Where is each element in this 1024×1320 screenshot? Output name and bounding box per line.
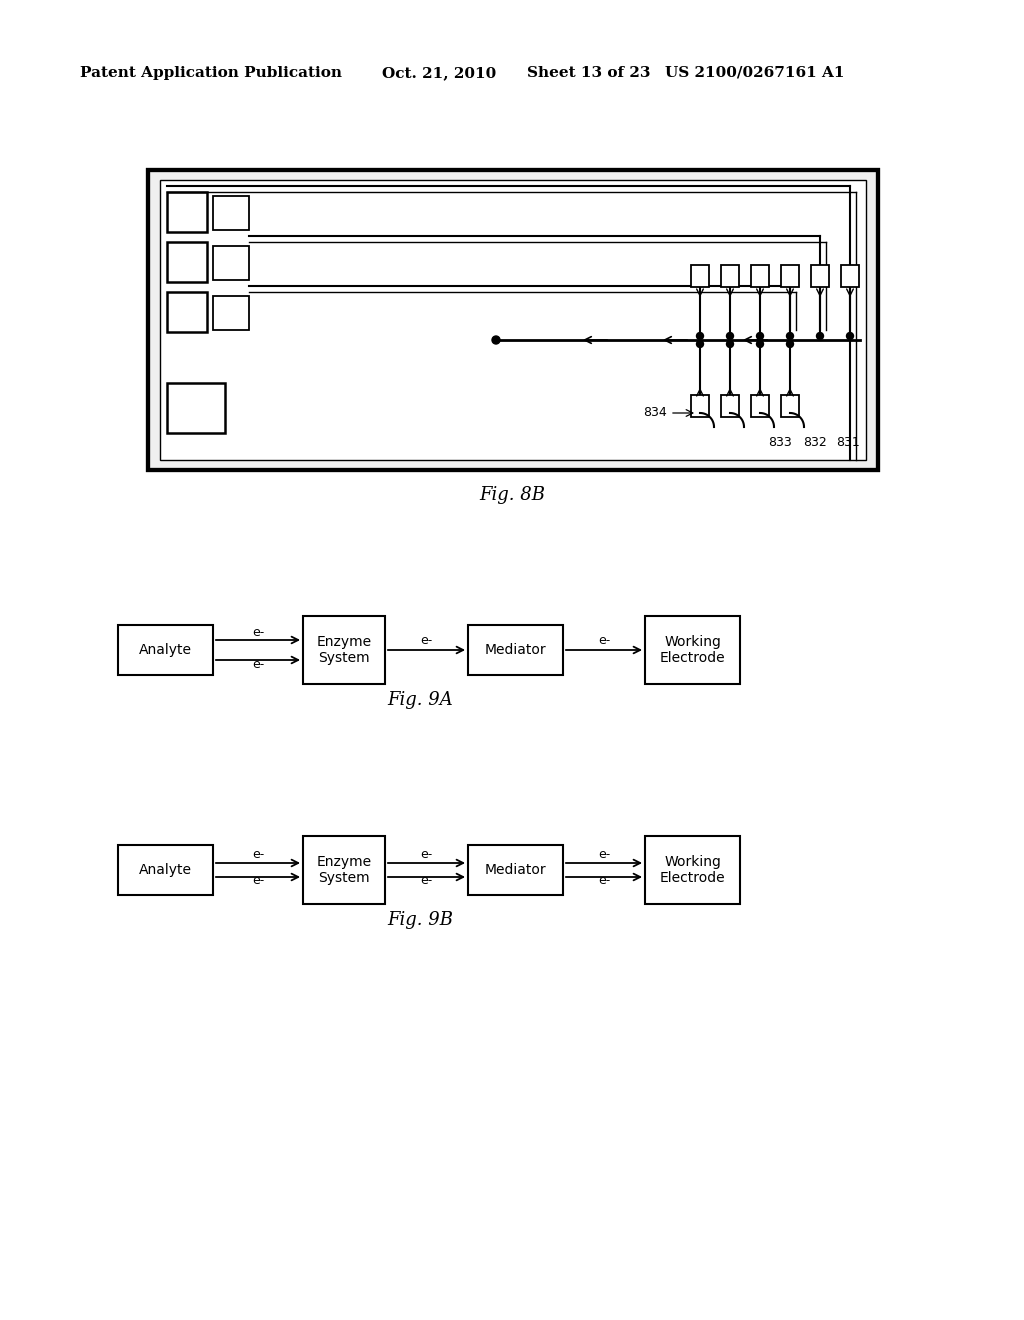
Text: Fig. 8B: Fig. 8B [479,486,545,504]
Bar [841,265,859,286]
Text: Enzyme
System: Enzyme System [316,635,372,665]
Bar [811,265,829,286]
Bar [160,180,866,459]
Text: Patent Application Publication: Patent Application Publication [80,66,342,81]
Bar [213,296,249,330]
Text: e-: e- [421,874,432,887]
Text: Fig. 9B: Fig. 9B [387,911,453,929]
Text: Mediator: Mediator [484,863,547,876]
Text: Enzyme
System: Enzyme System [316,855,372,886]
Text: Sheet 13 of 23: Sheet 13 of 23 [527,66,650,81]
Circle shape [816,333,823,339]
Circle shape [757,333,764,339]
Bar [148,170,878,470]
Bar [721,265,739,286]
Text: Working
Electrode: Working Electrode [659,855,725,886]
Text: e-: e- [598,874,610,887]
Text: e-: e- [598,634,610,647]
Bar [645,616,740,684]
Bar [468,624,563,675]
Circle shape [492,337,500,345]
Bar [213,195,249,230]
Bar [721,395,739,417]
Bar [148,170,878,470]
Bar [781,265,799,286]
Text: 831: 831 [837,436,860,449]
Text: e-: e- [252,626,264,639]
Bar [645,836,740,904]
Circle shape [757,341,764,347]
Bar [118,845,213,895]
Circle shape [786,333,794,339]
Bar [303,616,385,684]
Text: e-: e- [598,849,610,862]
Circle shape [696,333,703,339]
Circle shape [726,333,733,339]
Text: e-: e- [252,849,264,862]
Text: Analyte: Analyte [139,643,193,657]
Bar [303,836,385,904]
Text: Mediator: Mediator [484,643,547,657]
Text: e-: e- [421,849,432,862]
Circle shape [696,341,703,347]
Bar [751,265,769,286]
Text: 834: 834 [643,407,667,420]
Text: US 2100/0267161 A1: US 2100/0267161 A1 [665,66,845,81]
Circle shape [847,333,853,339]
Bar [751,395,769,417]
Text: Fig. 9A: Fig. 9A [387,690,453,709]
Text: Working
Electrode: Working Electrode [659,635,725,665]
Bar [691,265,709,286]
Text: Analyte: Analyte [139,863,193,876]
Bar [167,242,207,282]
Text: e-: e- [252,874,264,887]
Bar [167,191,207,232]
Text: Oct. 21, 2010: Oct. 21, 2010 [382,66,497,81]
Bar [781,395,799,417]
Circle shape [786,341,794,347]
Text: 833: 833 [768,436,792,449]
Text: 832: 832 [803,436,826,449]
Bar [118,624,213,675]
Text: e-: e- [420,634,432,647]
Circle shape [726,341,733,347]
Bar [213,246,249,280]
Text: e-: e- [252,657,264,671]
Bar [167,383,225,433]
Bar [468,845,563,895]
Bar [691,395,709,417]
Bar [167,292,207,333]
